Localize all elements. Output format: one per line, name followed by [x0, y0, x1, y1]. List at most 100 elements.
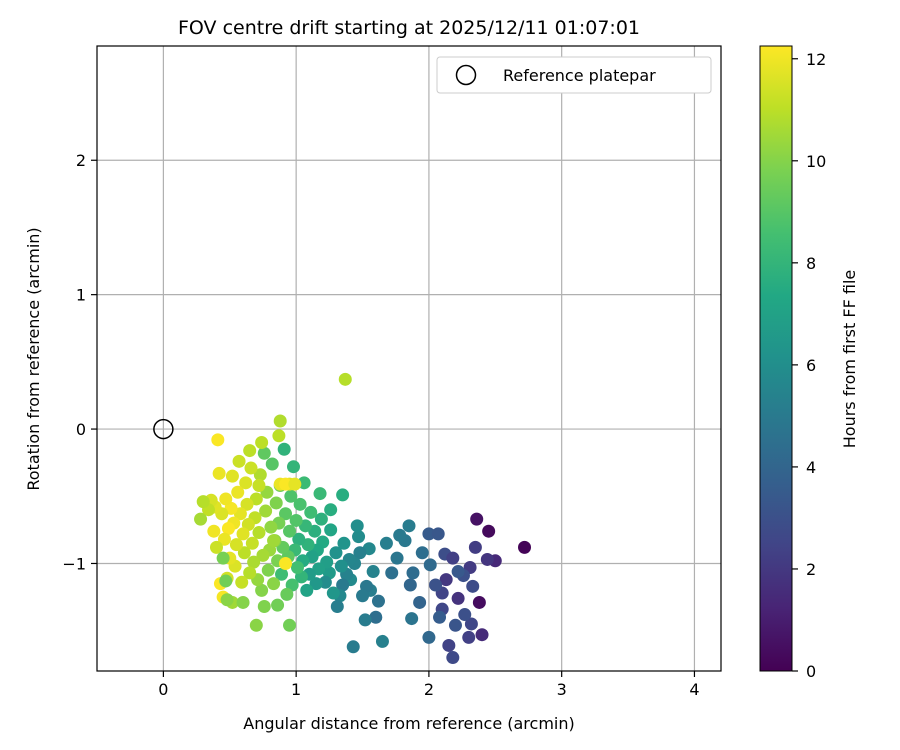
x-axis-label: Angular distance from reference (arcmin) [243, 714, 574, 733]
data-point [292, 532, 306, 546]
data-point [209, 540, 223, 554]
data-point [422, 630, 436, 644]
data-points [194, 372, 532, 665]
data-point [211, 433, 225, 447]
data-point [240, 497, 254, 511]
data-point [369, 610, 383, 624]
data-point [243, 444, 257, 458]
data-point [482, 524, 496, 538]
data-point [462, 630, 476, 644]
plot-frame [96, 45, 722, 672]
x-tick-label: 0 [158, 680, 168, 699]
colorbar-gradient [759, 45, 793, 672]
data-point [279, 477, 293, 491]
data-point [283, 524, 297, 538]
data-point [286, 460, 300, 474]
data-point [284, 489, 298, 503]
data-point [236, 595, 250, 609]
data-point [256, 548, 270, 562]
x-tick-label: 4 [689, 680, 699, 699]
data-point [442, 638, 456, 652]
data-point [446, 651, 460, 665]
colorbar-tick-label: 6 [806, 356, 816, 375]
data-point [350, 519, 364, 533]
y-tick-label: 2 [76, 151, 86, 170]
colorbar-tick-label: 4 [806, 458, 816, 477]
data-point [232, 454, 246, 468]
data-point [279, 507, 293, 521]
data-point [324, 503, 338, 517]
data-point [289, 513, 303, 527]
data-point [277, 442, 291, 456]
data-point [472, 595, 486, 609]
data-point [458, 608, 472, 622]
data-point [451, 591, 465, 605]
data-point [235, 575, 249, 589]
data-point [518, 540, 532, 554]
data-point [196, 495, 210, 509]
data-point [393, 528, 407, 542]
data-point [261, 563, 275, 577]
data-point [255, 583, 269, 597]
y-tick-label: 1 [76, 286, 86, 305]
data-point [265, 457, 279, 471]
data-point [236, 527, 250, 541]
colorbar-tick-label: 12 [806, 50, 826, 69]
data-point [212, 466, 226, 480]
data-point [446, 551, 460, 565]
legend-marker-icon [455, 64, 477, 86]
data-point [403, 578, 417, 592]
data-point [431, 527, 445, 541]
data-point [293, 497, 307, 511]
data-point [464, 617, 478, 631]
data-point [237, 546, 251, 560]
data-point [272, 429, 286, 443]
grid [97, 46, 721, 671]
data-point [273, 414, 287, 428]
data-point [336, 488, 350, 502]
data-point [244, 461, 258, 475]
data-point [245, 536, 259, 550]
data-point [334, 559, 348, 573]
data-point [243, 566, 257, 580]
data-point [313, 487, 327, 501]
data-point [253, 468, 267, 482]
data-point [371, 594, 385, 608]
data-point [406, 566, 420, 580]
data-point [439, 573, 453, 587]
data-point [330, 599, 344, 613]
colorbar-label: Hours from first FF file [840, 270, 859, 449]
colorbar-ticks: 0 2 4 6 8 10 12 [792, 50, 826, 681]
data-point [300, 583, 314, 597]
x-tick-label: 3 [557, 680, 567, 699]
data-point [448, 618, 462, 632]
data-point [255, 436, 269, 450]
data-point [247, 555, 261, 569]
data-point [429, 578, 443, 592]
data-point [324, 523, 338, 537]
data-point [390, 551, 404, 565]
data-point [271, 598, 285, 612]
data-point [413, 595, 427, 609]
reference-marker [153, 418, 174, 440]
data-point [356, 589, 370, 603]
data-point [475, 628, 489, 642]
data-point [451, 565, 465, 579]
colorbar: 0 2 4 6 8 10 12 Hours from first FF file [759, 45, 859, 681]
data-point [336, 578, 350, 592]
colorbar-tick-label: 2 [806, 560, 816, 579]
y-tick-label: −1 [62, 554, 86, 573]
colorbar-tick-label: 0 [806, 662, 816, 681]
data-point [221, 522, 235, 536]
x-axis-ticks: 0 1 2 3 4 [158, 671, 700, 699]
data-point [216, 551, 230, 565]
data-point [239, 476, 253, 490]
y-tick-label: 0 [76, 420, 86, 439]
data-point [259, 504, 273, 518]
legend: Reference platepar [436, 56, 712, 94]
y-axis-label: Rotation from reference (arcmin) [24, 227, 43, 490]
data-point [379, 536, 393, 550]
data-point [220, 593, 234, 607]
data-point [314, 512, 328, 526]
